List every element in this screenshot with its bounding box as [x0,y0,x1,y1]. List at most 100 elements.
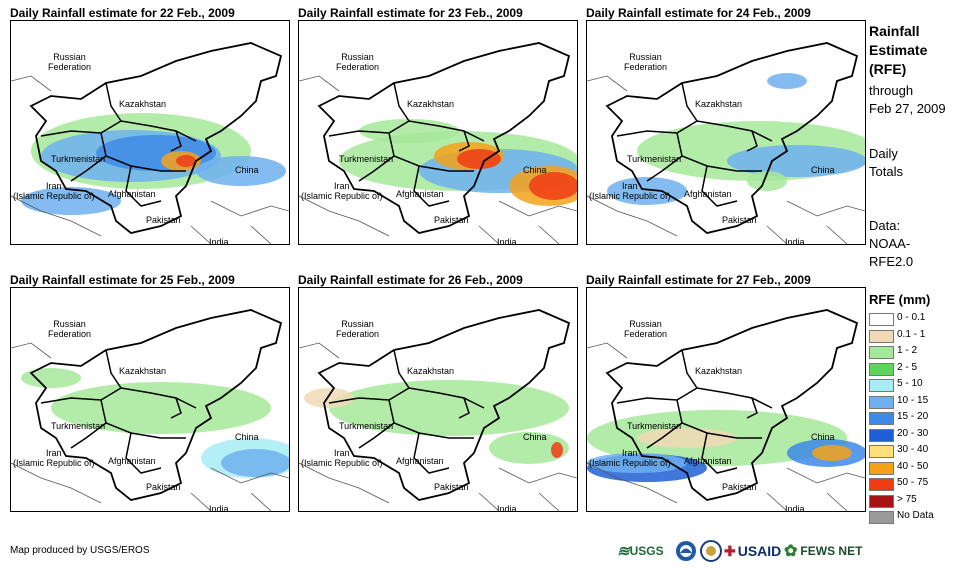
country-label-india: India [209,237,229,245]
country-label-india: India [785,504,805,512]
region-outline [605,309,859,501]
country-label-india: India [209,504,229,512]
map-svg [299,42,577,244]
country-label-china: China [235,165,259,175]
legend-title: RFE (mm) [869,292,931,307]
rain-area [607,177,687,205]
country-label-china: China [235,432,259,442]
country-borders [40,349,197,474]
legend-swatch [869,329,894,343]
rain-area [747,171,787,191]
rain-area [21,368,81,388]
country-label-kazakhstan: Kazakhstan [407,99,455,109]
neighbor-borders [11,75,289,244]
fewsnet-logo: ✿ FEWS NET [784,543,863,560]
region-outline [29,42,283,234]
rain-area [489,432,569,464]
side-daily: Daily [869,146,898,161]
panel-title: Daily Rainfall estimate for 22 Feb., 200… [10,6,235,20]
region-outline [317,309,571,501]
neighbor-borders [299,342,577,511]
side-title-1: Rainfall [869,23,920,39]
country-borders [40,82,197,207]
rain-area [812,445,852,461]
rain-area [551,442,563,458]
country-label-pakistan: Pakistan [434,482,469,492]
rainfall-panel: Daily Rainfall estimate for 24 Feb., 200… [586,6,866,246]
country-label-iran: Iran (Islamic Republic of) [301,181,383,201]
rain-area [767,73,807,89]
rain-area [176,155,196,167]
legend-label: 50 - 75 [897,477,929,488]
rainfall-panel: Daily Rainfall estimate for 27 Feb., 200… [586,273,866,513]
country-label-india: India [785,237,805,245]
country-label-afghanistan: Afghanistan [396,456,444,466]
country-label-pakistan: Pakistan [434,215,469,225]
legend-label: 40 - 50 [897,460,929,472]
country-borders [616,349,773,474]
map-svg [299,309,577,511]
rainfall-panel: Daily Rainfall estimate for 23 Feb., 200… [298,6,578,246]
legend-label: 20 - 30 [897,427,929,439]
rain-area [637,428,737,448]
neighbor-borders [11,342,289,511]
country-label-kazakhstan: Kazakhstan [695,99,743,109]
legend-swatch [869,379,894,392]
rain-area [529,172,577,200]
country-borders [328,82,485,207]
rain-area [359,119,459,143]
panel-title: Daily Rainfall estimate for 24 Feb., 200… [586,6,811,20]
legend-label: 0 - 0.1 [897,312,926,323]
legend-swatch [869,428,894,442]
country-label-russia: Russian Federation [336,319,380,339]
side-title-2: Estimate [869,42,928,58]
country-label-afghanistan: Afghanistan [684,189,732,199]
panel-title: Daily Rainfall estimate for 26 Feb., 200… [298,273,523,287]
legend-label: 15 - 20 [897,411,929,422]
rainfall-panel: Daily Rainfall estimate for 22 Feb., 200… [10,6,290,246]
country-label-afghanistan: Afghanistan [684,456,732,466]
neighbor-borders [587,342,865,511]
neighbor-borders [299,75,577,244]
legend-swatch [869,494,894,508]
side-date: Feb 27, 2009 [869,101,946,116]
legend-label: 2 - 5 [897,361,918,373]
rainfall-panel: Daily Rainfall estimate for 25 Feb., 200… [10,273,290,513]
country-label-iran: Iran (Islamic Republic of) [589,181,671,201]
rain-area [21,187,121,215]
legend-label: 0.1 - 1 [897,328,926,340]
legend-swatch [869,395,894,409]
country-label-afghanistan: Afghanistan [396,189,444,199]
credit-text: Map produced by USGS/EROS [10,545,150,556]
legend-swatch [869,445,894,458]
usgs-logo: ≋ USGS [617,543,664,560]
legend-swatch [869,346,894,359]
country-label-pakistan: Pakistan [146,215,181,225]
side-through: through [869,83,914,98]
country-label-china: China [811,432,835,442]
country-label-iran: Iran (Islamic Republic of) [301,448,383,468]
country-borders [328,349,485,474]
region-outline [317,42,571,234]
region-outline [605,42,859,234]
rain-area [304,388,354,408]
country-label-pakistan: Pakistan [146,482,181,492]
rainfall-map: Russian Federation Kazakhstan Turkmenistan C… [10,20,290,245]
legend-label: 10 - 15 [897,394,929,406]
legend-swatch [869,478,894,491]
legend-label: 30 - 40 [897,444,929,455]
map-svg [11,42,289,244]
country-label-afghanistan: Afghanistan [108,456,156,466]
map-svg [587,42,865,244]
panel-title: Daily Rainfall estimate for 27 Feb., 200… [586,273,811,287]
country-label-pakistan: Pakistan [722,482,757,492]
country-label-kazakhstan: Kazakhstan [407,366,455,376]
dos-seal-logo [700,538,722,564]
side-data: Data: [869,218,901,233]
country-label-kazakhstan: Kazakhstan [119,99,167,109]
side-title-3: (RFE) [869,61,907,77]
country-label-turkmenistan: Turkmenistan [627,421,682,431]
rain-area [457,149,501,169]
side-rfe: RFE2.0 [869,254,914,269]
country-label-china: China [523,432,547,442]
